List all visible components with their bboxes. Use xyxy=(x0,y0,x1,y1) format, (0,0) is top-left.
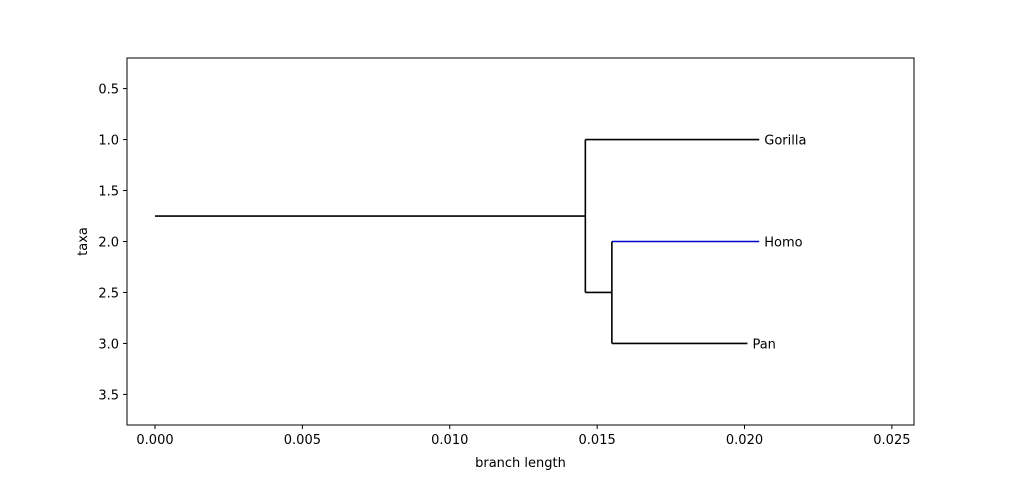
x-tick-label: 0.000 xyxy=(136,433,173,448)
x-axis-title: branch length xyxy=(475,456,566,471)
y-tick-label: 1.5 xyxy=(98,185,119,200)
taxon-label-gorilla: Gorilla xyxy=(764,134,806,149)
x-tick-label: 0.010 xyxy=(431,433,468,448)
x-axis-ticks: 0.000 0.005 0.010 0.015 0.020 0.025 xyxy=(136,425,911,448)
x-tick-label: 0.020 xyxy=(726,433,763,448)
x-tick-label: 0.025 xyxy=(873,433,910,448)
y-tick-label: 3.5 xyxy=(98,388,119,403)
x-tick-label: 0.005 xyxy=(284,433,321,448)
taxon-label-pan: Pan xyxy=(752,337,775,352)
y-tick-label: 2.5 xyxy=(98,286,119,301)
branches-layer xyxy=(155,138,760,345)
y-tick-label: 3.0 xyxy=(98,337,119,352)
y-tick-label: 0.5 xyxy=(98,83,119,98)
y-tick-label: 2.0 xyxy=(98,236,119,251)
taxa-labels: Gorilla Homo Pan xyxy=(752,134,806,353)
y-tick-label: 1.0 xyxy=(98,134,119,149)
y-axis-ticks: 0.5 1.0 1.5 2.0 2.5 3.0 3.5 xyxy=(98,83,127,403)
x-tick-label: 0.015 xyxy=(579,433,616,448)
plot-frame xyxy=(126,57,915,426)
taxon-label-homo: Homo xyxy=(764,236,802,251)
y-axis-title: taxa xyxy=(76,227,91,256)
